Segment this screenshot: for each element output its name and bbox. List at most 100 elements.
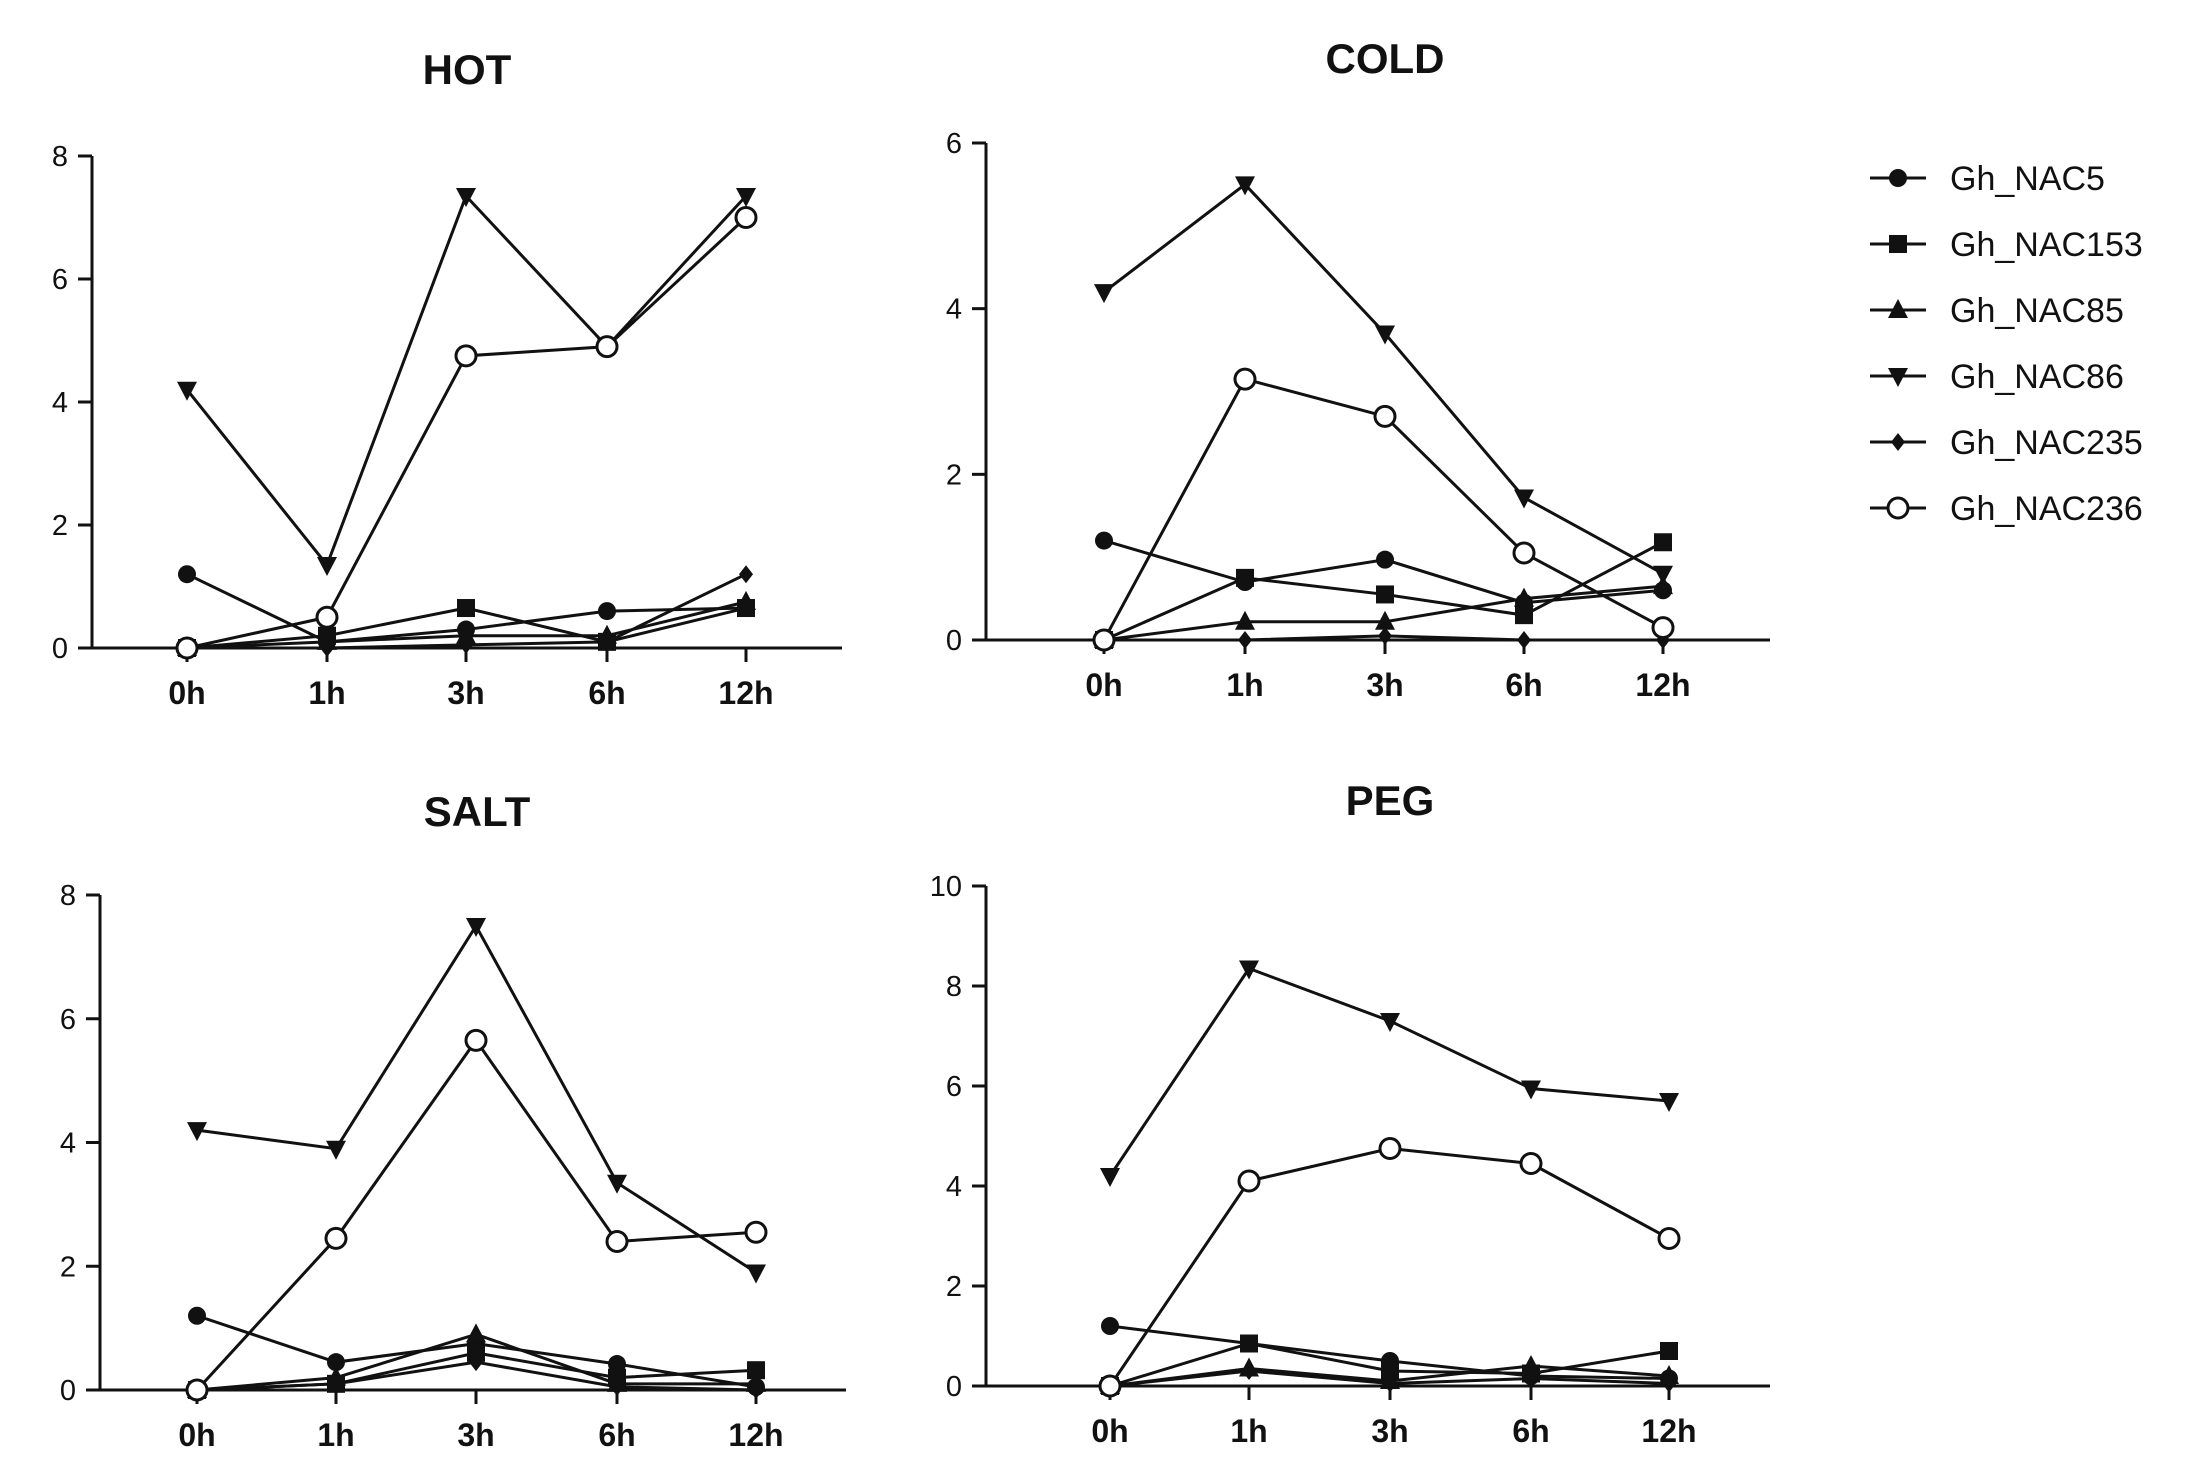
legend: Gh_NAC5 Gh_NAC153 Gh_NAC85 Gh_NAC86 Gh_NAC23… xyxy=(1870,160,2143,528)
x-tick-label-salt: 0h xyxy=(178,1417,215,1453)
x-tick-label-peg: 1h xyxy=(1230,1413,1267,1449)
point-gh-nac153-cold xyxy=(1236,568,1254,587)
point-gh-nac85-cold xyxy=(1375,610,1395,630)
panel-title-salt: SALT xyxy=(424,788,531,835)
series-gh-nac86-peg xyxy=(1100,960,1679,1187)
x-tick-label-peg: 0h xyxy=(1091,1413,1128,1449)
point-gh-nac5-cold xyxy=(1095,531,1113,550)
point-gh-nac236-peg xyxy=(1657,1227,1681,1250)
point-gh-nac235-peg xyxy=(1383,1374,1397,1393)
panel-title-hot: HOT xyxy=(423,46,512,93)
legend-entry-gh-nac236: Gh_NAC236 xyxy=(1870,490,2143,528)
y-tick-label-salt: 2 xyxy=(60,1251,76,1283)
point-gh-nac235-salt xyxy=(329,1374,343,1393)
point-gh-nac235-peg xyxy=(1662,1374,1676,1393)
y-tick-label-cold: 0 xyxy=(946,625,962,657)
y-tick-label-salt: 0 xyxy=(60,1375,76,1407)
legend-marker-gh-nac236 xyxy=(1886,496,1910,520)
point-gh-nac236-cold xyxy=(1651,616,1675,640)
point-gh-nac235-salt xyxy=(469,1353,483,1372)
series-gh-nac85-cold xyxy=(1094,575,1673,648)
legend-marker-gh-nac85 xyxy=(1888,299,1908,318)
series-gh-nac236-peg xyxy=(1098,1137,1681,1398)
point-gh-nac86-peg xyxy=(1239,960,1259,980)
series-gh-nac236-hot xyxy=(175,206,758,660)
point-gh-nac236-peg xyxy=(1519,1152,1543,1175)
legend-marker-gh-nac235 xyxy=(1891,433,1905,451)
panel-salt: SALT 0 2 4 6 8 0h 1h 3h 6h 12h xyxy=(60,788,846,1453)
point-gh-nac86-cold xyxy=(1653,565,1673,585)
point-gh-nac5-salt xyxy=(188,1306,206,1325)
x-tick-label-hot: 3h xyxy=(447,675,484,711)
y-tick-label-peg: 4 xyxy=(946,1171,962,1203)
legend-label-gh-nac85: Gh_NAC85 xyxy=(1950,292,2124,330)
point-gh-nac5-salt xyxy=(327,1353,345,1372)
point-gh-nac235-cold xyxy=(1238,631,1252,649)
legend-marker-gh-nac5 xyxy=(1889,169,1907,187)
point-gh-nac85-cold xyxy=(1514,587,1534,607)
point-gh-nac235-hot xyxy=(459,635,473,654)
legend-label-gh-nac236: Gh_NAC236 xyxy=(1950,490,2143,528)
point-gh-nac86-peg xyxy=(1100,1168,1120,1187)
series-gh-nac86-cold xyxy=(1094,176,1673,585)
point-gh-nac86-salt xyxy=(746,1264,766,1284)
point-gh-nac235-salt xyxy=(610,1377,624,1396)
point-gh-nac85-hot xyxy=(456,624,476,644)
legend-entry-gh-nac85: Gh_NAC85 xyxy=(1870,292,2124,330)
y-tick-label-cold: 2 xyxy=(946,459,962,491)
point-gh-nac5-hot xyxy=(178,565,196,584)
point-gh-nac86-salt xyxy=(326,1140,346,1160)
panel-title-peg: PEG xyxy=(1346,777,1435,824)
point-gh-nac236-salt xyxy=(324,1226,348,1250)
point-gh-nac5-cold xyxy=(1376,550,1394,569)
point-gh-nac5-hot xyxy=(598,602,616,621)
legend-entry-gh-nac235: Gh_NAC235 xyxy=(1870,424,2143,462)
x-tick-label-hot: 6h xyxy=(588,675,625,711)
point-gh-nac235-hot xyxy=(600,632,614,651)
x-tick-label-cold: 3h xyxy=(1366,667,1403,703)
point-gh-nac236-hot xyxy=(595,335,619,359)
point-gh-nac86-salt xyxy=(466,917,486,937)
y-tick-label-hot: 4 xyxy=(52,387,68,419)
y-tick-label-cold: 4 xyxy=(946,294,962,326)
panel-hot: HOT 0 2 4 6 8 0h 1h 3h 6h 12h xyxy=(52,46,842,711)
point-gh-nac85-cold xyxy=(1235,610,1255,630)
point-gh-nac235-peg xyxy=(1524,1369,1538,1388)
point-gh-nac86-cold xyxy=(1094,284,1114,304)
series-gh-nac236-cold xyxy=(1092,367,1675,652)
y-tick-label-peg: 10 xyxy=(930,871,962,903)
y-tick-label-salt: 4 xyxy=(60,1128,76,1160)
legend-label-gh-nac86: Gh_NAC86 xyxy=(1950,358,2124,396)
y-tick-label-peg: 6 xyxy=(946,1071,962,1103)
point-gh-nac235-peg xyxy=(1242,1362,1256,1380)
y-tick-label-peg: 2 xyxy=(946,1271,962,1303)
point-gh-nac153-cold xyxy=(1654,533,1672,552)
x-tick-label-peg: 3h xyxy=(1371,1413,1408,1449)
series-gh-nac236-salt xyxy=(185,1028,768,1402)
x-tick-label-cold: 1h xyxy=(1226,667,1263,703)
point-gh-nac236-cold xyxy=(1373,404,1397,428)
point-gh-nac236-peg xyxy=(1237,1169,1261,1193)
line-gh-nac236-peg xyxy=(1108,1146,1670,1387)
point-gh-nac236-hot xyxy=(175,636,199,660)
line-gh-nac86-hot xyxy=(185,193,748,568)
point-gh-nac236-peg xyxy=(1378,1137,1402,1160)
y-tick-label-hot: 6 xyxy=(52,264,68,296)
series-gh-nac235-hot xyxy=(180,565,753,657)
point-gh-nac86-hot xyxy=(736,187,756,207)
legend-entry-gh-nac5: Gh_NAC5 xyxy=(1870,160,2105,198)
point-gh-nac86-cold xyxy=(1235,176,1255,196)
series-gh-nac86-hot xyxy=(177,187,756,576)
line-gh-nac86-salt xyxy=(196,922,757,1274)
point-gh-nac235-salt xyxy=(749,1381,763,1399)
point-gh-nac236-cold xyxy=(1233,367,1257,391)
point-gh-nac236-salt xyxy=(605,1230,629,1253)
point-gh-nac86-peg xyxy=(1380,1013,1400,1032)
y-tick-label-peg: 8 xyxy=(946,971,962,1003)
point-gh-nac236-cold xyxy=(1512,541,1536,565)
point-gh-nac235-cold xyxy=(1517,631,1531,649)
y-tick-label-hot: 0 xyxy=(52,633,68,665)
point-gh-nac236-salt xyxy=(185,1378,209,1402)
x-tick-label-hot: 1h xyxy=(308,675,345,711)
